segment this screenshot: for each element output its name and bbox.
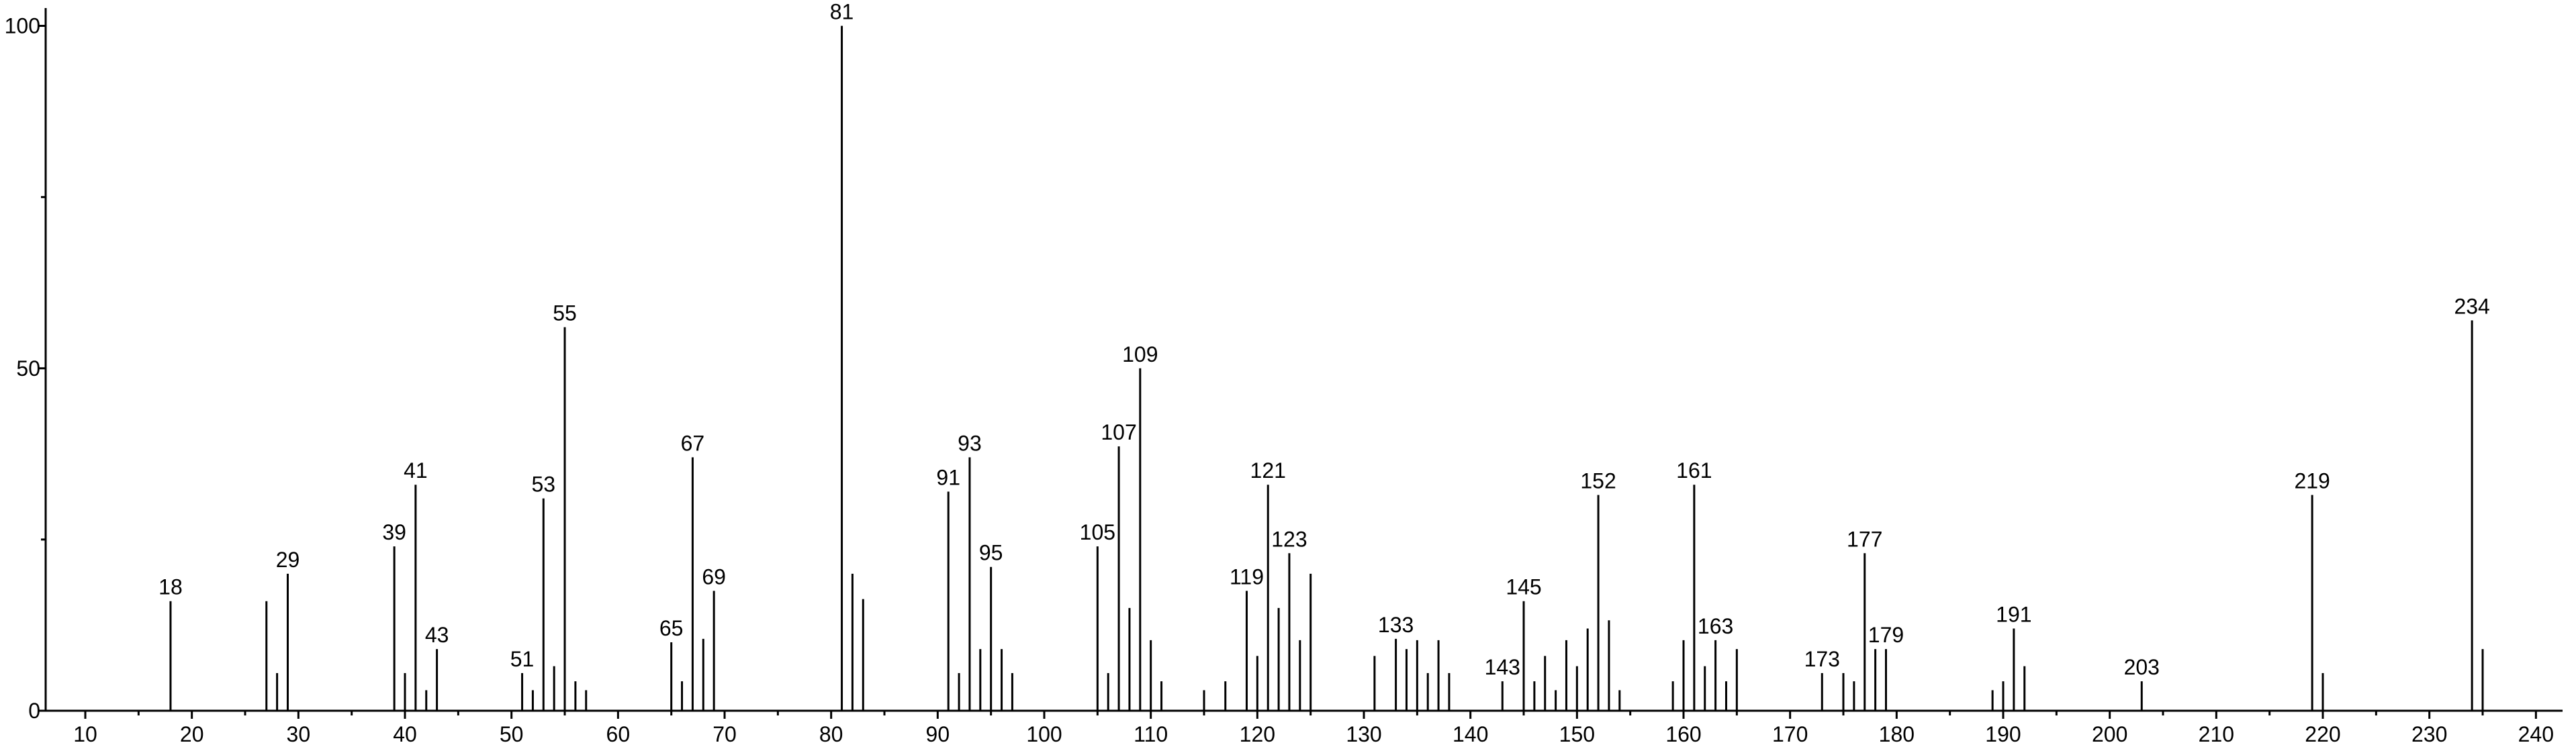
x-tick-label: 90	[926, 722, 950, 746]
peak-label: 234	[2454, 294, 2489, 318]
y-tick-label: 100	[5, 14, 40, 38]
x-tick-label: 220	[2305, 722, 2340, 746]
y-tick-label: 0	[28, 699, 40, 723]
peak-label: 145	[1506, 575, 1541, 599]
x-tick-label: 200	[2092, 722, 2127, 746]
peak-label: 161	[1676, 458, 1712, 483]
x-tick-label: 10	[73, 722, 97, 746]
x-tick-label: 230	[2411, 722, 2447, 746]
peak-label: 69	[702, 564, 726, 589]
x-tick-label: 50	[500, 722, 524, 746]
peak-label: 133	[1378, 613, 1414, 637]
peak-label: 91	[936, 465, 960, 489]
peak-label: 29	[276, 548, 300, 572]
peak-label: 107	[1101, 420, 1136, 444]
peak-label: 65	[659, 616, 684, 640]
peak-label: 93	[958, 431, 982, 455]
peak-label: 152	[1580, 469, 1616, 493]
peak-label: 51	[510, 647, 535, 671]
x-tick-label: 150	[1559, 722, 1595, 746]
y-tick-label: 50	[16, 356, 40, 381]
x-tick-label: 240	[2518, 722, 2554, 746]
peak-label: 43	[425, 623, 449, 647]
x-tick-label: 40	[393, 722, 417, 746]
x-tick-label: 160	[1665, 722, 1701, 746]
peak-label: 55	[553, 301, 577, 326]
peak-label: 179	[1868, 623, 1904, 647]
x-tick-label: 120	[1240, 722, 1275, 746]
peak-label: 177	[1847, 527, 1882, 551]
peak-label: 41	[404, 458, 428, 483]
x-tick-label: 80	[819, 722, 843, 746]
x-tick-label: 170	[1772, 722, 1808, 746]
peak-label: 173	[1804, 647, 1840, 671]
x-tick-label: 210	[2199, 722, 2234, 746]
peak-label: 119	[1230, 564, 1264, 589]
x-tick-label: 190	[1985, 722, 2021, 746]
peak-label: 143	[1485, 655, 1520, 679]
peak-label: 123	[1271, 527, 1307, 551]
x-tick-label: 110	[1134, 722, 1168, 746]
x-tick-label: 140	[1453, 722, 1488, 746]
peak-label: 109	[1122, 342, 1158, 366]
x-tick-label: 100	[1026, 722, 1062, 746]
peak-label: 191	[1996, 603, 2031, 627]
peak-label: 18	[158, 575, 183, 599]
peak-label: 163	[1698, 614, 1733, 638]
x-tick-label: 180	[1879, 722, 1915, 746]
peak-label: 53	[531, 472, 555, 497]
x-tick-label: 70	[712, 722, 737, 746]
x-tick-label: 30	[287, 722, 311, 746]
peak-label: 95	[979, 541, 1003, 565]
peak-label: 67	[681, 431, 705, 455]
peak-label: 105	[1080, 520, 1115, 544]
x-tick-label: 20	[180, 722, 204, 746]
peak-label: 203	[2124, 655, 2160, 679]
peak-label: 81	[830, 0, 854, 24]
x-tick-label: 130	[1346, 722, 1381, 746]
peak-label: 121	[1250, 458, 1286, 483]
peak-label: 219	[2294, 469, 2330, 493]
peak-label: 39	[382, 520, 406, 544]
x-tick-label: 60	[606, 722, 631, 746]
